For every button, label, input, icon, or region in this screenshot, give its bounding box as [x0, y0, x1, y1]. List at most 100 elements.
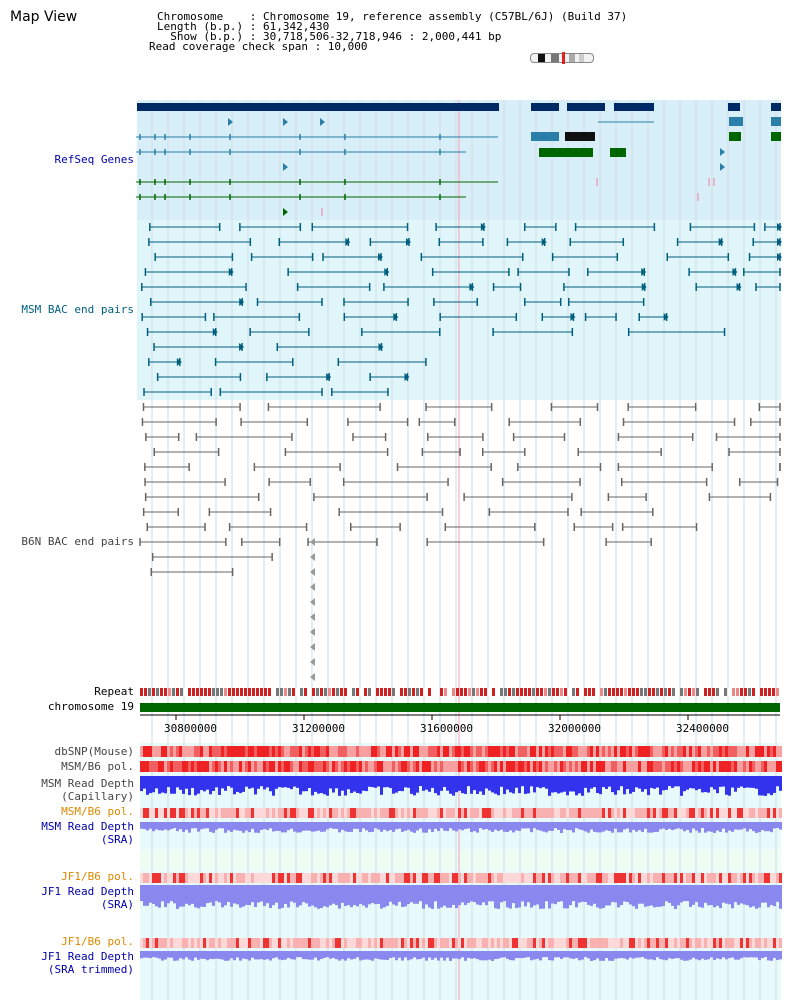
coverage-cell — [731, 808, 734, 818]
coverage-cell — [485, 938, 488, 948]
msm-bac-label[interactable]: MSM BAC end pairs — [21, 303, 134, 316]
depth-bar — [473, 822, 476, 832]
coverage-cell — [611, 746, 614, 757]
coverage-cell — [158, 938, 161, 948]
coverage-cell — [677, 808, 680, 818]
coverage-cell — [539, 873, 542, 883]
depth-bar — [674, 822, 677, 830]
coverage-cell — [458, 808, 461, 818]
coverage-cell — [464, 808, 467, 818]
depth-bar — [737, 885, 740, 905]
coverage-cell — [221, 808, 224, 818]
b6n-bac-label[interactable]: B6N BAC end pairs — [21, 535, 134, 548]
depth-bar — [407, 776, 410, 788]
coverage-cell — [755, 808, 758, 818]
depth-bar — [164, 885, 167, 908]
depth-bar — [440, 951, 443, 958]
depth-bar — [710, 951, 713, 958]
depth-bar — [752, 951, 755, 958]
depth-bar — [404, 951, 407, 958]
depth-bar — [389, 951, 392, 959]
depth-bar — [470, 776, 473, 794]
refseq-genes-label[interactable]: RefSeq Genes — [54, 153, 134, 166]
coverage-cell — [554, 808, 557, 818]
depth-bar — [299, 822, 302, 833]
coverage-cell — [482, 938, 485, 948]
coverage-cell — [272, 873, 275, 883]
coverage-cell — [692, 938, 695, 948]
coverage-cell — [290, 938, 293, 948]
coverage-cell — [617, 873, 620, 883]
coverage-cell — [605, 808, 608, 818]
coverage-cell — [503, 873, 506, 883]
depth-bar — [548, 951, 551, 961]
depth-bar — [722, 776, 725, 787]
coverage-cell — [545, 938, 548, 948]
coverage-cell — [479, 938, 482, 948]
depth-bar — [200, 951, 203, 959]
repeat-segment — [760, 688, 763, 696]
gene-arrow — [283, 163, 288, 171]
depth-bar — [287, 822, 290, 831]
depth-bar — [221, 951, 224, 960]
depth-bar — [227, 885, 230, 902]
repeat-segment — [588, 688, 591, 696]
coverage-cell — [320, 938, 323, 948]
coverage-cell — [389, 938, 392, 948]
repeat-segment — [404, 688, 407, 696]
repeat-segment — [268, 688, 271, 696]
coverage-cell — [398, 808, 401, 818]
coverage-cell — [668, 761, 671, 772]
repeat-segment — [140, 688, 143, 696]
depth-bar — [731, 776, 734, 788]
depth-bar — [164, 776, 167, 794]
depth-bar — [257, 885, 260, 903]
bac-arrow — [310, 673, 315, 681]
depth-bar — [260, 776, 263, 787]
depth-bar — [434, 822, 437, 829]
depth-bar — [389, 776, 392, 789]
depth-bar — [398, 951, 401, 958]
coverage-cell — [299, 808, 302, 818]
depth-bar — [779, 776, 782, 791]
depth-bar — [764, 822, 767, 832]
depth-bar — [377, 885, 380, 904]
repeat-segment — [164, 688, 167, 696]
coverage-cell — [767, 746, 770, 757]
coverage-cell — [710, 746, 713, 757]
depth-bar — [521, 776, 524, 787]
coverage-cell — [692, 873, 695, 883]
depth-bar — [248, 951, 251, 961]
bac-arrow — [239, 343, 245, 351]
coverage-cell — [263, 873, 266, 883]
bac-arrow — [310, 553, 315, 561]
coverage-cell — [692, 808, 695, 818]
depth-bar — [401, 951, 404, 961]
depth-bar — [272, 951, 275, 959]
depth-bar — [431, 885, 434, 909]
coverage-cell — [161, 746, 164, 757]
depth-bar — [344, 951, 347, 961]
coverage-cell — [518, 873, 521, 883]
chromosome-ideogram[interactable] — [530, 52, 594, 64]
coverage-cell — [476, 761, 479, 772]
repeat-segment — [596, 688, 599, 696]
depth-bar — [728, 776, 731, 796]
depth-bar — [233, 885, 236, 904]
coverage-cell — [695, 808, 698, 818]
coverage-cell — [590, 873, 593, 883]
coverage-cell — [626, 873, 629, 883]
repeat-segment — [468, 688, 471, 696]
coverage-cell — [734, 873, 737, 883]
depth-bar — [461, 885, 464, 903]
coverage-cell — [530, 808, 533, 818]
coverage-cell — [191, 746, 194, 757]
coverage-cell — [230, 746, 233, 757]
coverage-cell — [629, 873, 632, 883]
depth-bar — [161, 951, 164, 961]
coverage-cell — [233, 938, 236, 948]
coverage-cell — [731, 873, 734, 883]
coverage-cell — [323, 808, 326, 818]
repeat-segment — [188, 688, 191, 696]
